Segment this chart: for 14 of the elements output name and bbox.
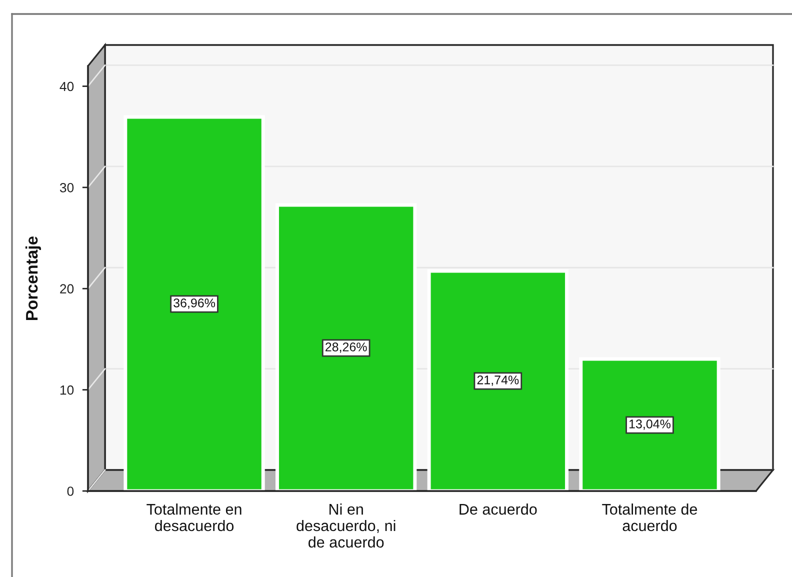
y-tick-label: 20 — [60, 284, 74, 294]
data-label: 28,26% — [326, 342, 367, 353]
x-tick-label: De acuerdo — [460, 504, 537, 515]
y-tick-label: 10 — [60, 385, 74, 395]
y-tick-label: 0 — [67, 486, 74, 496]
data-label: 13,04% — [629, 420, 670, 430]
x-tick-label: Totalmente de acuerdo — [602, 504, 698, 532]
y-tick-label: 40 — [60, 82, 74, 92]
x-tick-label: Ni en desacuerdo, ni de acuerdo — [296, 504, 396, 548]
y-axis-title: Porcentaje — [25, 236, 41, 320]
x-tick-label: Totalmente en desacuerdo — [146, 504, 242, 532]
data-label: 21,74% — [477, 376, 519, 386]
y-tick-label: 30 — [60, 182, 74, 192]
data-label: 36,96% — [174, 298, 216, 309]
